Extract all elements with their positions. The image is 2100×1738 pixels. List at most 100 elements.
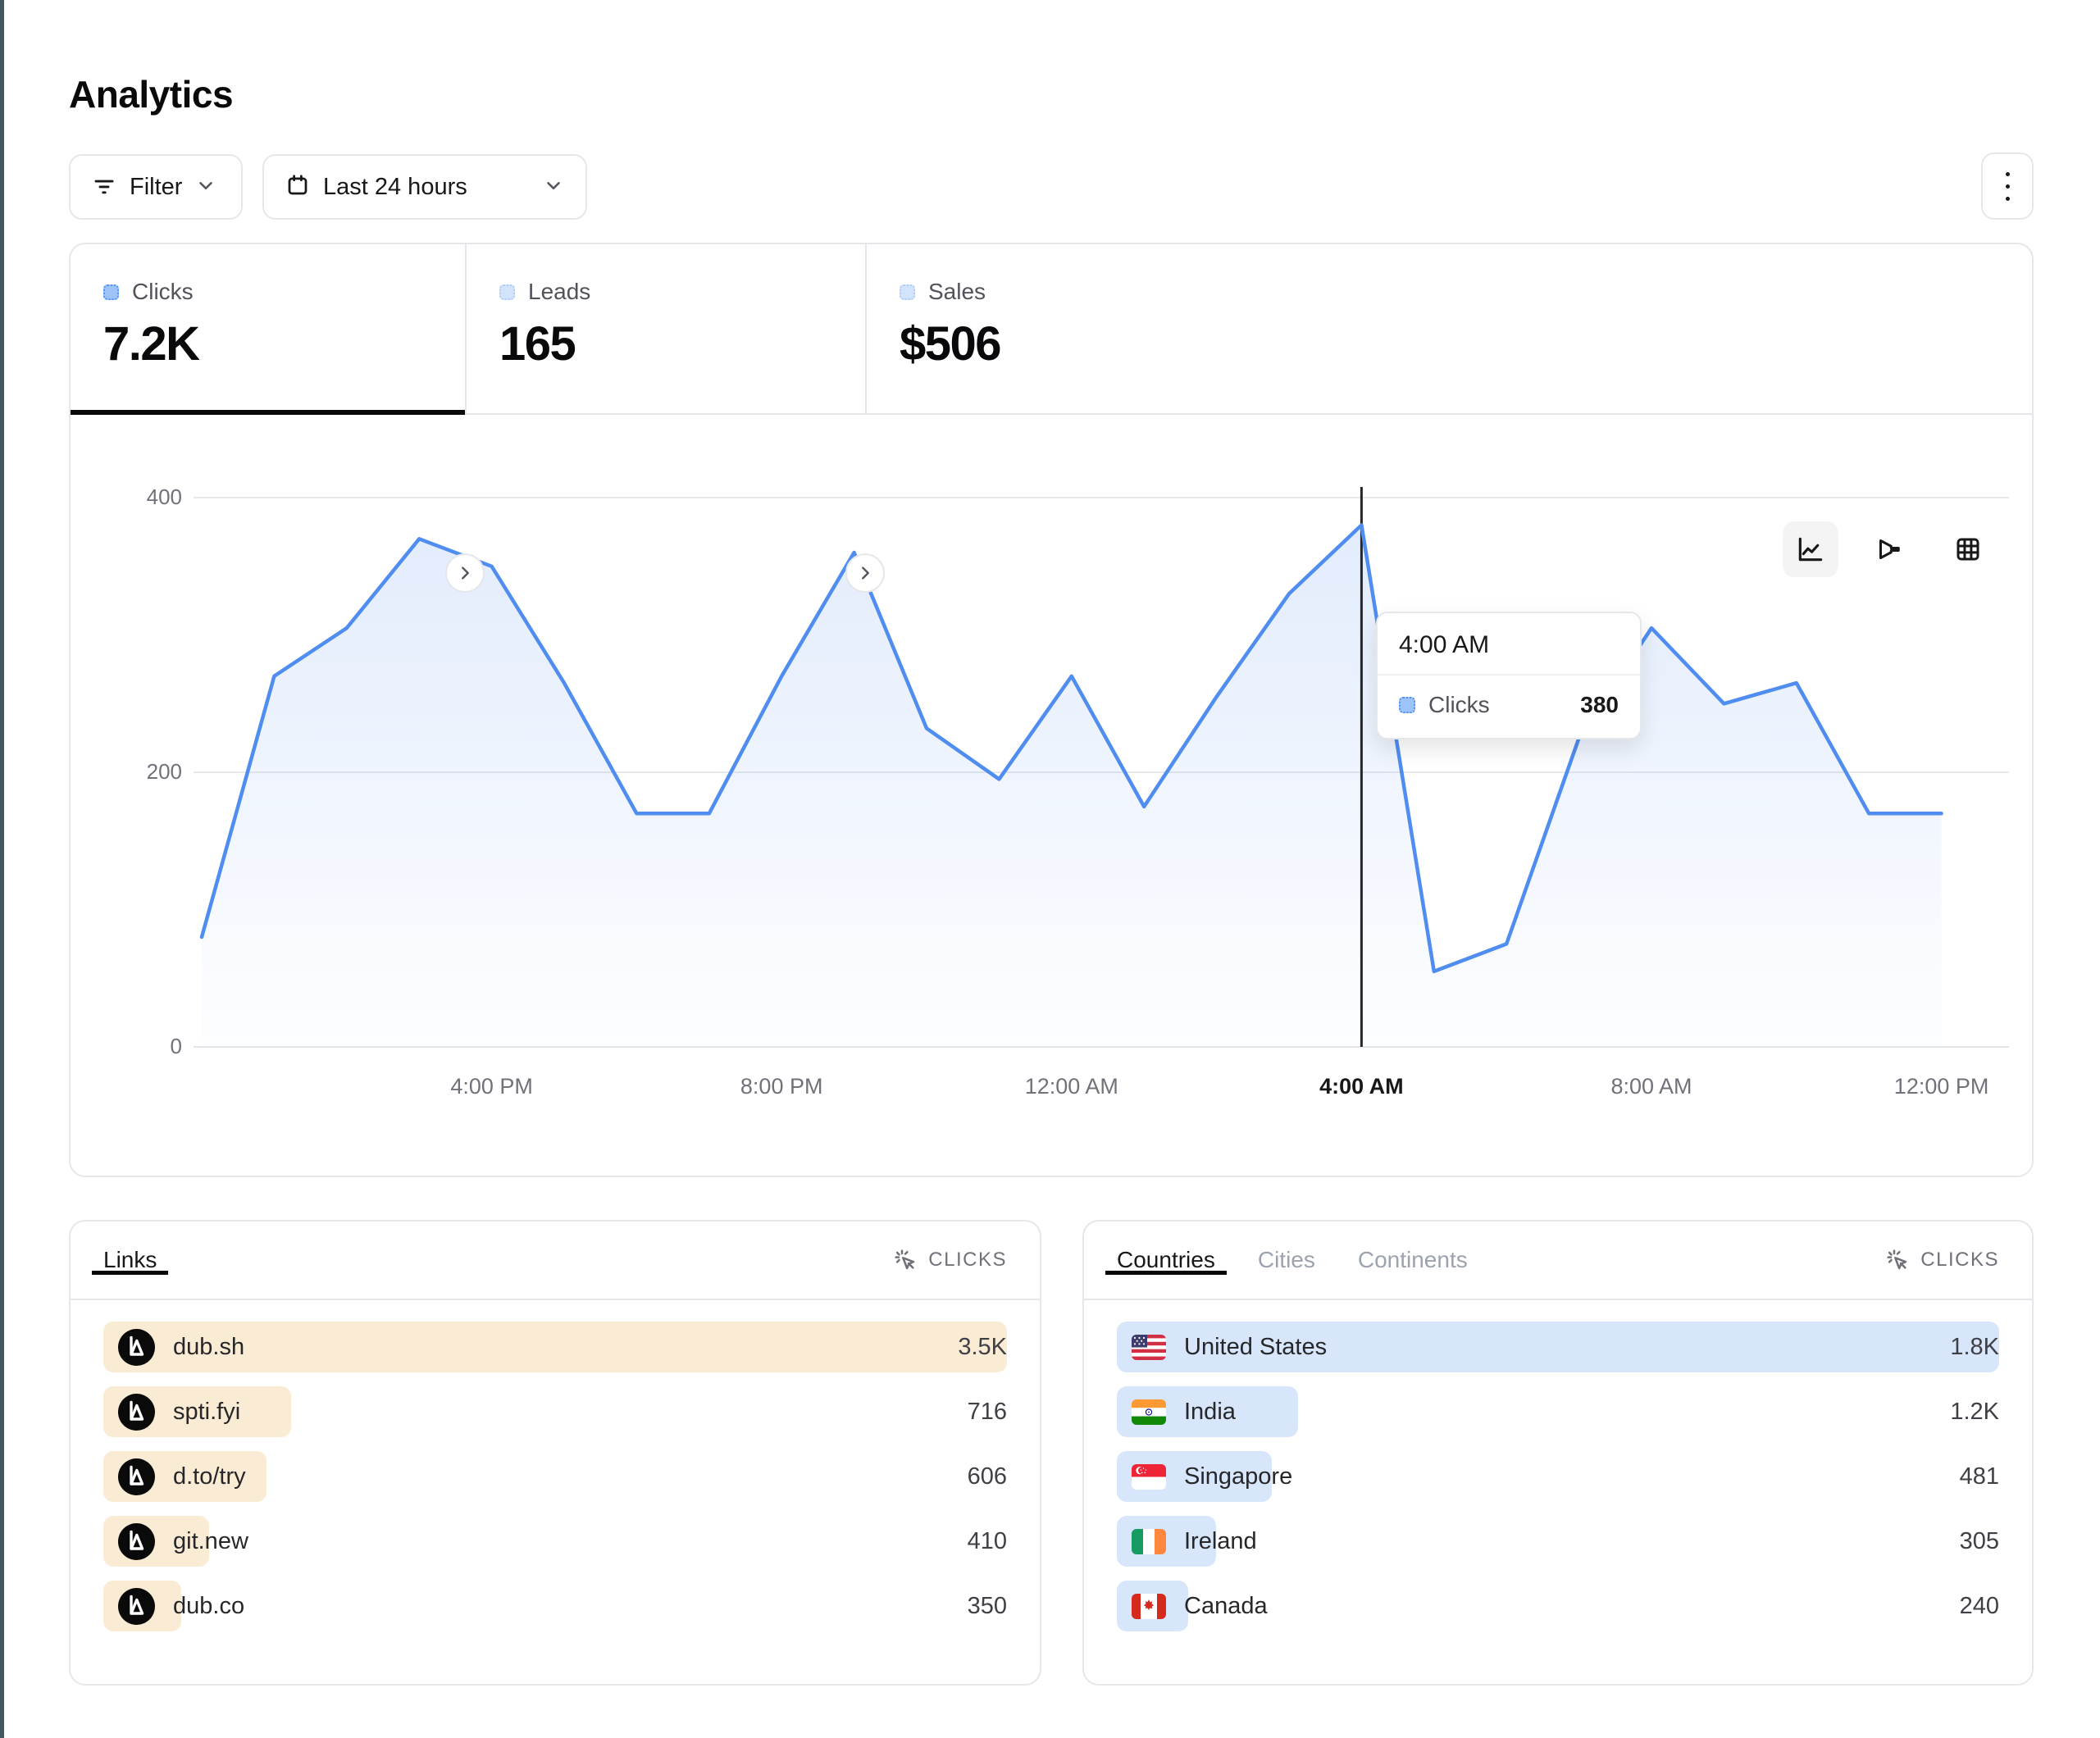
links-metric-selector[interactable]: CLICKS	[892, 1247, 1007, 1273]
sales-label: Sales	[928, 279, 986, 304]
country-row[interactable]: United States 1.8K	[1117, 1322, 1999, 1372]
chevron-right-icon	[462, 566, 469, 580]
expand-sales-button[interactable]	[845, 553, 885, 593]
calendar-icon	[285, 173, 310, 202]
ie-flag-icon	[1132, 1528, 1166, 1554]
country-row-label: United States	[1184, 1333, 1328, 1360]
link-row[interactable]: git.new 410	[103, 1516, 1007, 1567]
x-axis-label: 12:00 AM	[1024, 1074, 1118, 1099]
line-chart-icon[interactable]	[1783, 521, 1838, 577]
x-axis-label: 4:00 PM	[450, 1074, 533, 1099]
filter-icon	[92, 173, 116, 202]
link-row-label: d.to/try	[173, 1463, 246, 1490]
leads-label: Leads	[528, 279, 591, 304]
cursor-click-icon	[895, 1249, 915, 1270]
tab-links[interactable]: Links	[92, 1247, 169, 1275]
country-row-label: Singapore	[1184, 1463, 1293, 1490]
link-row-label: dub.co	[173, 1592, 245, 1619]
dub-logo-icon	[118, 1393, 155, 1431]
link-row-value: 3.5K	[958, 1333, 1007, 1360]
countries-metric-selector[interactable]: CLICKS	[1884, 1247, 1999, 1273]
dub-logo-icon	[118, 1458, 155, 1495]
chart-area-fill	[202, 525, 1942, 1047]
link-row-label: spti.fyi	[173, 1398, 241, 1425]
kebab-menu-icon	[2005, 171, 2010, 176]
active-tab-underline	[71, 410, 465, 415]
clicks-series-swatch	[103, 284, 119, 300]
link-row-value: 606	[967, 1463, 1007, 1490]
country-row[interactable]: India 1.2K	[1117, 1386, 1999, 1437]
dub-logo-icon	[118, 1587, 155, 1625]
countries-panel: Countries Cities Continents CLICKS Unite…	[1082, 1220, 2034, 1686]
clicks-label: Clicks	[132, 279, 194, 304]
link-row[interactable]: dub.co 350	[103, 1581, 1007, 1631]
sales-series-swatch	[900, 284, 915, 300]
date-range-label: Last 24 hours	[323, 173, 467, 200]
sg-flag-icon	[1132, 1463, 1166, 1490]
funnel-chart-icon[interactable]	[1861, 521, 1917, 577]
filter-button[interactable]: Filter	[69, 154, 243, 220]
app-edge-strip	[0, 0, 4, 1738]
sales-value: $506	[900, 317, 1002, 371]
ca-flag-icon	[1132, 1593, 1166, 1619]
y-axis-label: 400	[146, 485, 182, 509]
chevron-down-icon	[543, 175, 564, 200]
x-axis-label: 4:00 AM	[1319, 1074, 1404, 1099]
link-row[interactable]: d.to/try 606	[103, 1451, 1007, 1502]
link-row[interactable]: spti.fyi 716	[103, 1386, 1007, 1437]
x-axis-label: 8:00 AM	[1610, 1074, 1692, 1099]
tab-leads[interactable]: Leads 165	[467, 244, 865, 415]
tab-cities[interactable]: Cities	[1257, 1247, 1315, 1272]
country-row-bar	[1117, 1322, 1999, 1372]
link-row[interactable]: dub.sh 3.5K	[103, 1322, 1007, 1372]
tab-clicks[interactable]: Clicks 7.2K	[71, 244, 465, 415]
clicks-area-chart[interactable]	[130, 453, 2016, 1108]
in-flag-icon	[1132, 1399, 1166, 1425]
link-row-value: 716	[967, 1398, 1007, 1425]
page-title: Analytics	[69, 73, 234, 116]
country-row-label: Ireland	[1184, 1527, 1257, 1554]
x-axis-label: 8:00 PM	[740, 1074, 823, 1099]
country-row-value: 1.2K	[1950, 1398, 1999, 1425]
tab-countries[interactable]: Countries	[1105, 1247, 1227, 1275]
countries-metric-label: CLICKS	[1920, 1249, 1999, 1271]
tooltip-row: Clicks 380	[1378, 676, 1640, 738]
country-row-value: 305	[1959, 1527, 1999, 1554]
tab-continents[interactable]: Continents	[1357, 1247, 1468, 1272]
country-row[interactable]: Canada 240	[1117, 1581, 1999, 1631]
link-row-bar	[103, 1322, 1007, 1372]
filter-button-label: Filter	[130, 173, 183, 200]
y-axis-label: 200	[146, 759, 182, 784]
link-row-value: 410	[967, 1527, 1007, 1554]
expand-leads-button[interactable]	[445, 553, 485, 593]
chart-tooltip: 4:00 AM Clicks 380	[1376, 612, 1642, 739]
country-row[interactable]: Ireland 305	[1117, 1516, 1999, 1567]
link-row-label: git.new	[173, 1527, 248, 1554]
links-panel: Links CLICKS dub.sh 3.5K spti.fyi 716	[69, 1220, 1041, 1686]
kebab-menu-button[interactable]	[1981, 152, 2034, 220]
chart-line	[199, 523, 1943, 974]
tab-sales[interactable]: Sales $506	[867, 244, 1277, 415]
country-row[interactable]: Singapore 481	[1117, 1451, 1999, 1502]
chart-type-switcher	[1783, 521, 1996, 577]
country-row-label: Canada	[1184, 1592, 1268, 1619]
links-metric-label: CLICKS	[928, 1249, 1007, 1271]
grid-table-icon[interactable]	[1940, 521, 1996, 577]
tooltip-series-label: Clicks	[1428, 692, 1490, 717]
country-row-value: 481	[1959, 1463, 1999, 1490]
date-range-button[interactable]: Last 24 hours	[262, 154, 587, 220]
y-axis-label: 0	[170, 1034, 182, 1058]
chevron-down-icon	[195, 175, 216, 200]
tooltip-time: 4:00 AM	[1378, 613, 1640, 676]
country-row-label: India	[1184, 1398, 1236, 1425]
stats-tabs-row: Clicks 7.2K Leads 165 Sales $506	[71, 244, 2032, 593]
clicks-series-swatch	[1399, 697, 1415, 713]
clicks-value: 7.2K	[103, 317, 200, 371]
us-flag-icon	[1132, 1334, 1166, 1360]
dub-logo-icon	[118, 1328, 155, 1366]
dub-logo-icon	[118, 1522, 155, 1560]
chevron-right-icon	[862, 566, 869, 580]
link-row-value: 350	[967, 1592, 1007, 1619]
tooltip-value: 380	[1580, 692, 1619, 717]
